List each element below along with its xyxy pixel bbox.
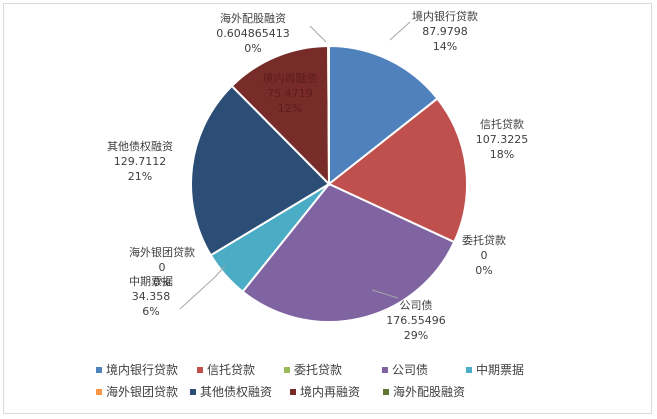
legend-item: 委托贷款	[284, 363, 342, 377]
legend-label: 信托贷款	[207, 363, 255, 377]
slice-label-percent: 18%	[490, 148, 514, 161]
leader-line	[309, 25, 327, 43]
slice-label-value: 0	[159, 261, 166, 274]
legend-label: 境内再融资	[300, 384, 360, 399]
legend-label: 海外银团贷款	[106, 384, 178, 399]
legend-item: 海外配股融资	[383, 384, 465, 399]
slice-label-value: 34.358	[132, 290, 171, 303]
legend-item: 信托贷款	[197, 363, 255, 377]
slice-label-percent: 0%	[475, 264, 492, 277]
slice-label-name: 海外配股融资	[220, 11, 286, 25]
legend-swatch	[382, 367, 388, 373]
slice-label-value: 87.9798	[422, 25, 468, 38]
slice-label-percent: 29%	[404, 329, 428, 342]
legend-swatch	[466, 367, 472, 373]
legend-swatch	[96, 389, 102, 395]
leader-line	[389, 21, 411, 41]
slice-label-percent: 12%	[278, 102, 302, 115]
legend-item: 海外银团贷款	[96, 384, 178, 399]
pie-slice-4	[241, 182, 456, 323]
legend-label: 境内银行贷款	[106, 362, 178, 377]
legend-label: 公司债	[392, 363, 428, 377]
slice-label-percent: 21%	[128, 170, 152, 183]
pie-slice-7	[190, 84, 331, 257]
slice-label-name: 境内银行贷款	[412, 9, 478, 23]
slice-label-percent: 14%	[433, 40, 457, 53]
legend-swatch	[190, 389, 196, 395]
slice-label-name: 委托贷款	[462, 233, 506, 247]
slice-label-value: 129.7112	[114, 155, 167, 168]
slice-label-value: 176.55496	[386, 314, 446, 327]
slice-label-percent: 0%	[153, 276, 170, 289]
slice-label-value: 75.4719	[267, 87, 313, 100]
legend-label: 中期票据	[476, 362, 524, 377]
leader-line	[214, 265, 226, 278]
slice-label-value: 0.604865413	[216, 27, 289, 40]
legend-item: 境内银行贷款	[96, 362, 178, 377]
legend-swatch	[284, 367, 290, 373]
legend-swatch	[383, 389, 389, 395]
slice-label-value: 107.3225	[476, 133, 529, 146]
slice-label-name: 海外银团贷款	[129, 245, 195, 259]
legend-item: 中期票据	[466, 362, 524, 377]
legend-swatch	[290, 389, 296, 395]
leader-line	[371, 289, 399, 299]
slice-label-value: 0	[481, 249, 488, 262]
slice-label-name: 公司债	[400, 298, 433, 312]
legend-swatch	[197, 367, 203, 373]
leader-line	[179, 276, 216, 310]
legend-item: 公司债	[382, 363, 428, 377]
slice-label-name: 中期票据	[129, 274, 173, 288]
legend-swatch	[96, 367, 102, 373]
pie-slice-1	[328, 44, 439, 187]
legend-item: 其他债权融资	[190, 385, 272, 399]
slice-label-percent: 0%	[244, 42, 261, 55]
legend-label: 委托贷款	[294, 363, 342, 377]
slice-label-name: 境内再融资	[263, 71, 318, 85]
pie-slice-2	[327, 97, 468, 244]
pie-slice-8	[230, 44, 331, 187]
slice-label-name: 信托贷款	[480, 117, 524, 131]
legend-item: 境内再融资	[290, 384, 360, 399]
slice-label-percent: 6%	[142, 305, 159, 318]
slice-label-name: 其他债权融资	[107, 139, 173, 153]
pie-slice-9	[327, 44, 330, 185]
legend-label: 海外配股融资	[393, 384, 465, 399]
legend-label: 其他债权融资	[200, 385, 272, 399]
